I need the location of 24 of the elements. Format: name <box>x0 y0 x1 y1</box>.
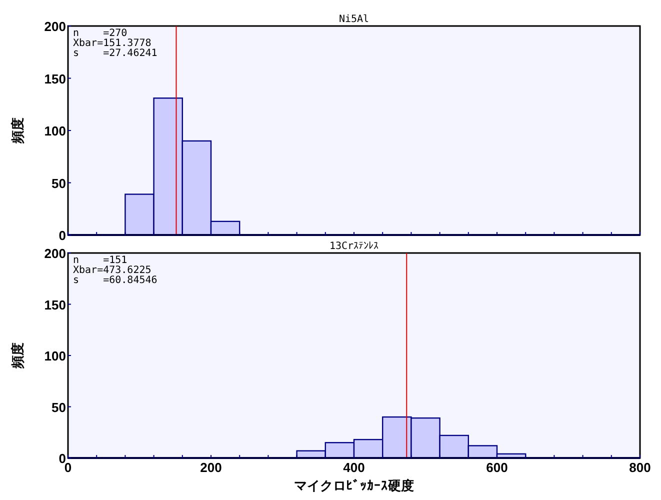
y-tick-label: 150 <box>44 71 66 86</box>
x-tick-label: 400 <box>343 460 365 475</box>
x-tick-label: 600 <box>486 460 508 475</box>
y-tick-label: 200 <box>44 246 66 261</box>
y-tick-label: 100 <box>44 348 66 364</box>
x-tick-label: 200 <box>200 460 222 475</box>
y-tick-label: 50 <box>52 400 66 415</box>
y-tick-label: 150 <box>44 297 66 312</box>
annotation: Xbar=473.6225 <box>73 265 152 276</box>
annotation: s =60.84546 <box>73 275 158 286</box>
x-axis-title: マイクロﾋﾞｯｶｰｽ硬度 <box>294 478 414 494</box>
x-tick-label: 800 <box>629 460 651 475</box>
y-axis-title: 頻度 <box>10 118 26 144</box>
chart-title: Ni5Al <box>338 14 370 25</box>
chart-title: 13Crｽﾃﾝﾚｽ <box>329 241 379 252</box>
y-tick-label: 100 <box>44 124 66 138</box>
y-tick-label: 0 <box>58 228 66 243</box>
y-axis-title: 頻度 <box>10 342 26 370</box>
y-tick-label: 200 <box>44 19 66 34</box>
annotation: s =27.46241 <box>73 48 158 59</box>
annotation: n =151 <box>73 255 128 266</box>
annotation: n =270 <box>73 28 128 39</box>
annotation: Xbar=151.3778 <box>73 38 152 49</box>
y-tick-label: 50 <box>52 176 66 191</box>
